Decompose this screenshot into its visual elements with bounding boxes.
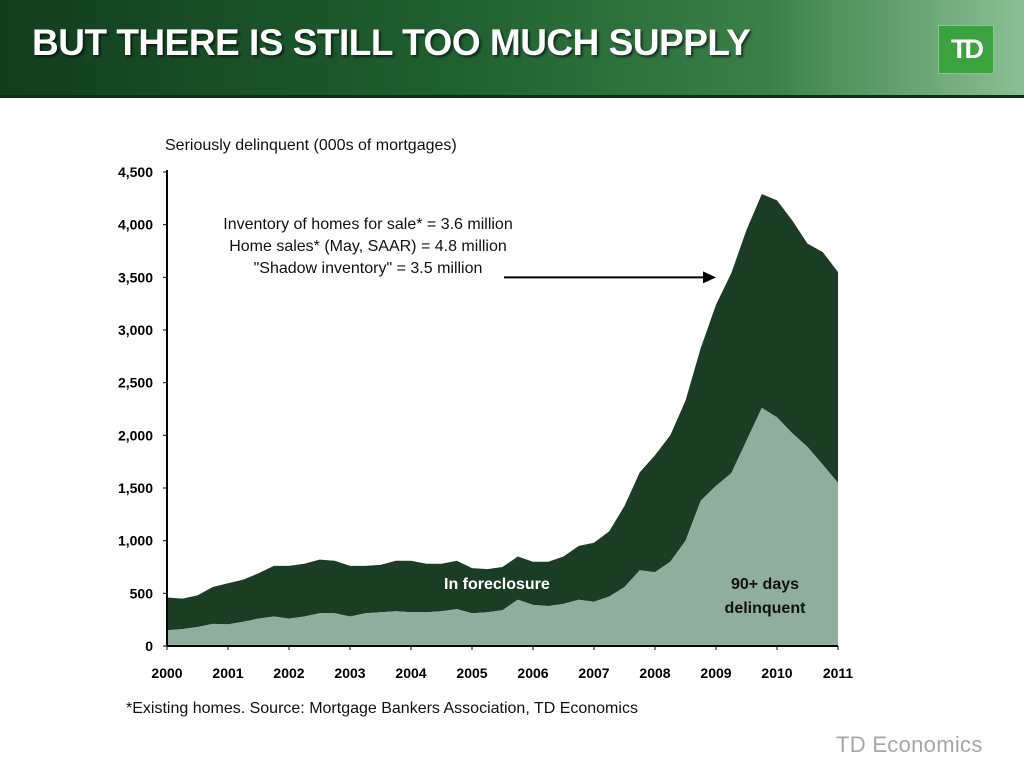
area-90-days-delinquent <box>167 194 838 631</box>
annotation-line-inventory: Inventory of homes for sale* = 3.6 milli… <box>223 216 513 233</box>
td-logo: TD <box>938 25 994 74</box>
y-tick-label: 0 <box>145 638 153 654</box>
y-tick-label: 1,000 <box>118 533 153 549</box>
x-tick-label: 2000 <box>151 665 182 681</box>
td-economics-brand: TD Economics <box>836 732 983 757</box>
x-tick-label: 2011 <box>823 665 854 681</box>
y-tick-label: 3,000 <box>118 322 153 338</box>
annotation-arrow <box>504 271 716 284</box>
annotation-line-sales: Home sales* (May, SAAR) = 4.8 million <box>229 238 507 255</box>
label-90-days-delinquent: 90+ days delinquent <box>700 573 830 621</box>
x-tick-label: 2001 <box>212 665 243 681</box>
label-in-foreclosure: In foreclosure <box>444 576 550 593</box>
label-delinquent-line1: 90+ days <box>730 576 800 593</box>
y-tick-label: 500 <box>130 585 154 601</box>
y-tick-label: 4,500 <box>118 164 153 180</box>
x-tick-label: 2007 <box>578 665 609 681</box>
slide-title: BUT THERE IS STILL TOO MUCH SUPPLY <box>32 22 751 63</box>
label-delinquent-line2: delinquent <box>724 600 806 617</box>
source-note: *Existing homes. Source: Mortgage Banker… <box>126 700 638 717</box>
y-tick-label: 1,500 <box>118 480 153 496</box>
x-tick-label: 2009 <box>700 665 731 681</box>
x-tick-label: 2005 <box>456 665 487 681</box>
chart-areas <box>167 194 838 646</box>
title-banner: BUT THERE IS STILL TOO MUCH SUPPLY TD <box>0 0 1024 98</box>
x-tick-label: 2006 <box>517 665 548 681</box>
chart-axes <box>166 170 838 647</box>
annotation-line-shadow: "Shadow inventory" = 3.5 million <box>253 260 483 277</box>
x-tick-label: 2003 <box>334 665 365 681</box>
arrow-head <box>703 271 716 284</box>
y-tick-label: 4,000 <box>118 217 153 233</box>
chart-ticks: 0 500 1,000 1,500 2,000 2,500 3,000 3,500 4,000 4… <box>118 164 853 681</box>
x-tick-label: 2004 <box>395 665 426 681</box>
y-tick-label: 2,000 <box>118 427 153 443</box>
x-tick-label: 2008 <box>639 665 670 681</box>
x-tick-label: 2010 <box>761 665 792 681</box>
y-tick-label: 2,500 <box>118 375 153 391</box>
area-in-foreclosure <box>167 407 838 646</box>
annotation-box: Inventory of homes for sale* = 3.6 milli… <box>184 214 552 280</box>
y-axis-title: Seriously delinquent (000s of mortgages) <box>165 137 457 154</box>
x-tick-label: 2002 <box>273 665 304 681</box>
y-tick-label: 3,500 <box>118 269 153 285</box>
